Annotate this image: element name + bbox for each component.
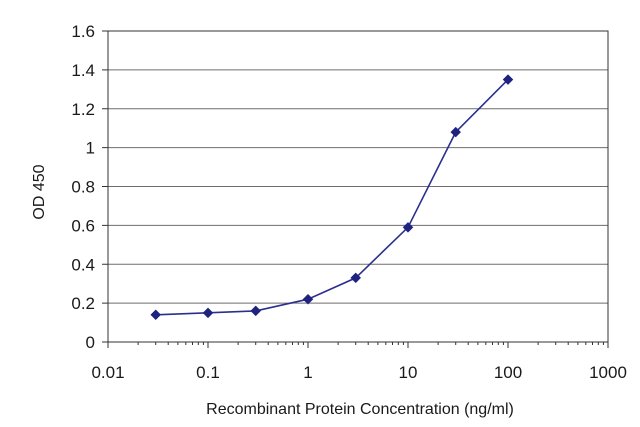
- data-point: [250, 305, 262, 317]
- data-point: [450, 126, 462, 138]
- data-point: [402, 221, 414, 233]
- y-tick-label: 0.2: [71, 294, 95, 313]
- y-axis-title: OD 450: [31, 164, 48, 219]
- data-point: [150, 309, 162, 321]
- y-tick-label: 1.4: [71, 61, 95, 80]
- x-axis-ticks: 0.01 0.1 1 10 100 1000: [91, 342, 627, 382]
- x-tick-label: 1: [303, 363, 312, 382]
- data-point: [502, 74, 514, 85]
- data-point: [302, 293, 314, 305]
- x-tick-label: 0.1: [196, 363, 220, 382]
- y-tick-label: 0: [86, 333, 95, 352]
- x-tick-label: 0.01: [91, 363, 124, 382]
- series: [150, 74, 514, 321]
- y-tick-label: 0.4: [71, 255, 95, 274]
- data-point: [202, 307, 214, 319]
- x-tick-label: 10: [399, 363, 418, 382]
- series-line: [155, 79, 509, 316]
- x-tick-label: 100: [494, 363, 522, 382]
- y-tick-label: 1.6: [71, 22, 95, 41]
- y-tick-label: 0.8: [71, 178, 95, 197]
- y-tick-label: 0.6: [71, 216, 95, 235]
- x-tick-label: 1000: [589, 363, 627, 382]
- y-axis-ticks: 0 0.2 0.4 0.6 0.8 1 1.2 1.4 1.6: [71, 22, 108, 352]
- x-axis-title: Recombinant Protein Concentration (ng/ml…: [206, 401, 514, 418]
- y-tick-label: 1.2: [71, 100, 95, 119]
- y-tick-label: 1: [86, 139, 95, 158]
- data-point: [350, 272, 362, 284]
